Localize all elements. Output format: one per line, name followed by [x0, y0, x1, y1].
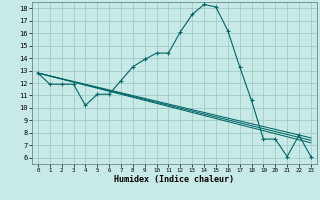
X-axis label: Humidex (Indice chaleur): Humidex (Indice chaleur): [115, 175, 234, 184]
